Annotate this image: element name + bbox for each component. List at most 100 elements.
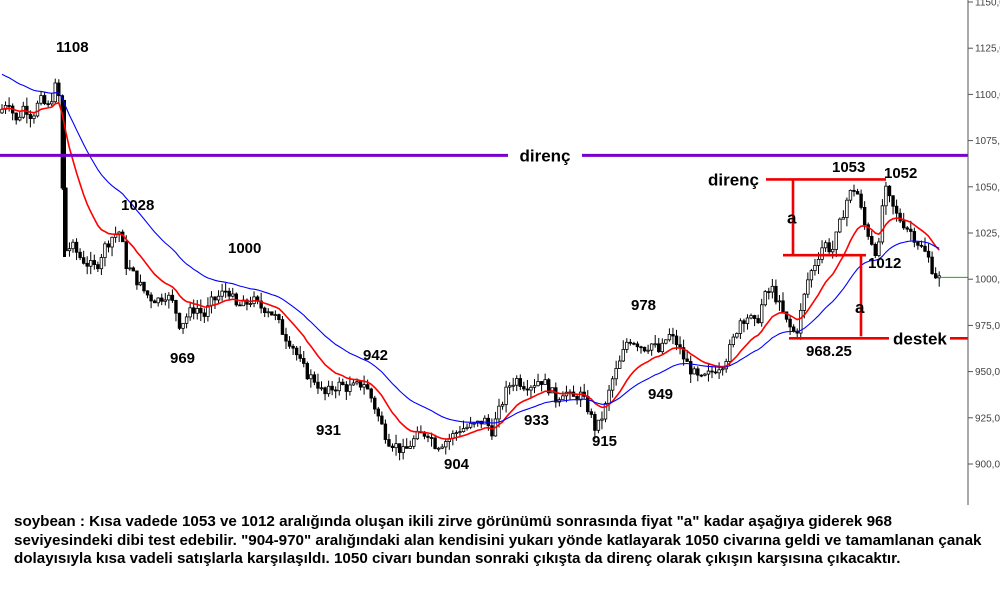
price-tick-label: 1000,00	[975, 275, 1000, 286]
annotation-1052: 1052	[884, 165, 917, 182]
candle-body	[614, 368, 618, 380]
candle-body	[106, 243, 111, 248]
candle-body	[937, 275, 941, 279]
candle-body	[216, 295, 221, 301]
candle-body	[415, 431, 420, 440]
candle-body	[912, 231, 917, 243]
candle-body	[866, 224, 870, 237]
candle-body	[433, 437, 437, 450]
candle-body	[873, 243, 877, 257]
candle-body	[518, 378, 522, 387]
candle-body	[831, 248, 835, 253]
candle-body	[852, 189, 856, 192]
candle-body	[692, 368, 696, 375]
price-axis-ticks: 1150,00 1125,00 1100,00 1075,00 1050,00 1025,…	[968, 0, 1000, 471]
candle-body	[309, 374, 313, 380]
candle-body	[319, 387, 324, 390]
candle-body	[926, 250, 931, 258]
candle-body	[823, 242, 828, 249]
candle-body	[472, 422, 476, 425]
candle-body	[515, 378, 519, 386]
candle-body	[0, 108, 4, 114]
candle-body	[774, 285, 778, 303]
candle-body	[99, 257, 104, 270]
candle-body	[461, 428, 466, 433]
candle-body	[646, 349, 650, 352]
candle-body	[401, 446, 405, 453]
candle-body	[760, 304, 764, 324]
support-label: destek	[893, 329, 947, 348]
candle-body	[898, 212, 902, 222]
candle-body	[316, 381, 320, 389]
candle-body	[525, 388, 530, 391]
candle-body	[18, 116, 22, 121]
candle-body	[149, 294, 153, 302]
candle-body	[248, 303, 253, 305]
candle-body	[649, 343, 654, 351]
candle-body	[689, 361, 693, 375]
candle-body	[777, 300, 782, 303]
annotation-942: 942	[363, 347, 388, 364]
candle-body	[820, 247, 824, 260]
candle-body	[394, 443, 398, 449]
candle-body	[891, 195, 895, 207]
candle-body	[174, 300, 178, 314]
candle-body	[465, 426, 469, 429]
candle-body	[870, 236, 874, 245]
candle-body	[809, 270, 814, 281]
candle-body	[667, 334, 672, 341]
price-tick-label: 975,00	[975, 321, 1000, 332]
candle-body	[490, 425, 494, 437]
candle-body	[625, 341, 629, 350]
candle-body	[220, 290, 224, 297]
candle-body	[181, 322, 185, 329]
annotation-915: 915	[592, 433, 617, 450]
candle-body	[348, 384, 352, 392]
candle-body	[593, 414, 597, 431]
candle-body	[312, 374, 317, 383]
price-tick-label: 1025,00	[975, 229, 1000, 240]
candle-body	[291, 345, 295, 349]
candle-body	[330, 385, 334, 391]
candle-body	[113, 234, 118, 238]
price-tick-label: 1075,00	[975, 136, 1000, 147]
candle-body	[32, 115, 36, 119]
candle-body	[323, 387, 327, 395]
candle-body	[618, 360, 622, 369]
candle-body	[703, 373, 707, 376]
candle-body	[362, 384, 366, 388]
candle-body	[756, 318, 760, 324]
candle-body	[202, 312, 207, 317]
candle-body	[50, 101, 54, 105]
annotation-1012: 1012	[868, 255, 901, 272]
candle-body	[543, 379, 547, 385]
annotation-1108: 1108	[56, 39, 89, 56]
candle-body	[919, 244, 924, 247]
annotation-978: 978	[631, 297, 656, 314]
candle-body	[191, 307, 196, 314]
candle-body	[199, 307, 203, 314]
candle-body	[923, 245, 927, 252]
candle-body	[706, 370, 711, 375]
candle-body	[916, 241, 920, 246]
candle-body	[373, 397, 377, 410]
candle-body	[35, 102, 40, 117]
candle-body	[302, 357, 306, 364]
candle-body	[834, 231, 838, 250]
price-tick-label: 950,00	[975, 367, 1000, 378]
annotation-968-25: 968.25	[806, 343, 852, 360]
candle-body	[749, 315, 753, 319]
candle-body	[458, 431, 462, 434]
candle-body	[742, 320, 746, 324]
annotation-1053: 1053	[832, 159, 865, 176]
candle-body	[547, 379, 551, 394]
candle-body	[539, 381, 544, 385]
candle-body	[610, 378, 615, 391]
candle-body	[905, 227, 909, 230]
candle-body	[85, 262, 89, 267]
candle-body	[14, 112, 18, 121]
candle-body	[554, 387, 558, 403]
candle-body	[845, 199, 849, 218]
price-chart: direnç direnç a a destek 1108 1028 1000 …	[0, 0, 1000, 505]
candle-body	[859, 193, 863, 208]
